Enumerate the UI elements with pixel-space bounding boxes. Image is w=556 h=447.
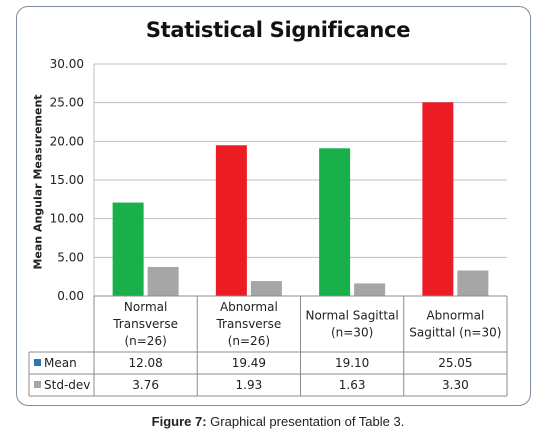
y-tick-label: 20.00 bbox=[50, 134, 84, 148]
table-value: 3.76 bbox=[132, 378, 159, 392]
bar-std-dev bbox=[457, 270, 489, 296]
category-label: Sagittal (n=30) bbox=[409, 326, 501, 340]
y-tick-label: 15.00 bbox=[50, 173, 84, 187]
category-label: (n=26) bbox=[228, 334, 270, 348]
table-value: 19.10 bbox=[335, 356, 369, 370]
y-tick-label: 5.00 bbox=[57, 250, 84, 264]
table-value: 12.08 bbox=[128, 356, 162, 370]
legend-key-std-dev bbox=[34, 381, 41, 388]
series-name: Mean bbox=[44, 356, 77, 370]
category-label: (n=26) bbox=[124, 334, 166, 348]
category-label: Transverse bbox=[112, 317, 178, 331]
bar-mean bbox=[215, 145, 247, 296]
legend-key-mean bbox=[34, 359, 41, 366]
bar-std-dev bbox=[147, 266, 179, 296]
table-value: 1.63 bbox=[339, 378, 366, 392]
category-label: Abnormal bbox=[220, 300, 278, 314]
y-tick-label: 25.00 bbox=[50, 96, 84, 110]
figure-caption: Figure 7: Graphical presentation of Tabl… bbox=[0, 414, 556, 429]
bar-std-dev bbox=[354, 283, 386, 296]
table-value: 3.30 bbox=[442, 378, 469, 392]
table-value: 19.49 bbox=[232, 356, 266, 370]
category-label: (n=30) bbox=[331, 326, 373, 340]
category-label: Normal Sagittal bbox=[305, 309, 398, 323]
series-name: Std-dev bbox=[44, 378, 90, 392]
category-label: Transverse bbox=[215, 317, 281, 331]
chart-title: Statistical Significance bbox=[145, 18, 411, 42]
caption-text: Graphical presentation of Table 3. bbox=[206, 414, 405, 429]
caption-label: Figure 7: bbox=[151, 414, 207, 429]
bar-mean bbox=[422, 102, 454, 296]
bar-mean bbox=[112, 202, 144, 296]
category-label: Normal bbox=[124, 300, 167, 314]
table-value: 25.05 bbox=[438, 356, 472, 370]
y-tick-label: 30.00 bbox=[50, 57, 84, 71]
y-tick-label: 0.00 bbox=[57, 289, 84, 303]
y-tick-label: 10.00 bbox=[50, 212, 84, 226]
category-label: Abnormal bbox=[426, 309, 484, 323]
chart-plot: 0.00 5.00 10.00 15.00 20.00 25.00 30.00 Normal T… bbox=[28, 57, 508, 397]
bar-std-dev bbox=[250, 281, 282, 296]
table-value: 1.93 bbox=[236, 378, 263, 392]
bar-mean bbox=[319, 148, 351, 296]
